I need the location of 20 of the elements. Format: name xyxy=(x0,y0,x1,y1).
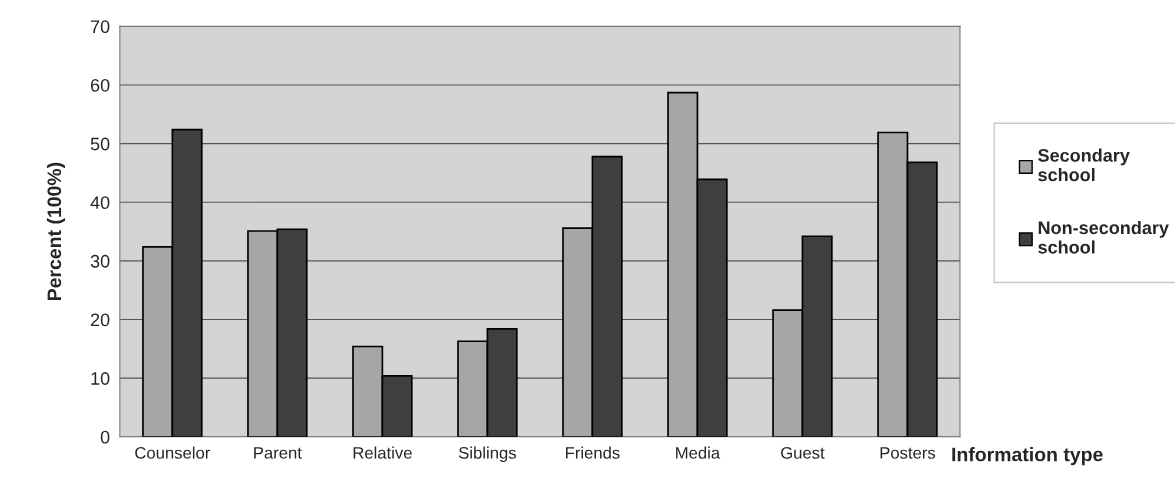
y-tick-label: 70 xyxy=(90,20,110,34)
y-tick-label: 20 xyxy=(90,313,110,327)
x-tick-label: Posters xyxy=(880,447,936,459)
y-tick-label: 30 xyxy=(90,254,110,268)
legend-label: Secondary school xyxy=(1038,148,1130,182)
x-tick-label: Relative xyxy=(353,446,412,459)
legend-label: Non-secondary school xyxy=(1038,220,1169,254)
x-tick-label: Guest xyxy=(781,446,825,459)
y-tick-label: 10 xyxy=(91,372,110,385)
y-tick-label: 40 xyxy=(90,196,110,210)
y-tick-label: 0 xyxy=(100,430,110,444)
x-axis-title: Information type xyxy=(952,447,1103,466)
x-tick-label: Parent xyxy=(254,447,302,459)
x-tick-label: Siblings xyxy=(458,446,516,463)
y-tick-label: 60 xyxy=(90,78,110,92)
x-tick-label: Media xyxy=(676,446,721,459)
y-tick-label: 50 xyxy=(90,137,110,151)
x-tick-label: Counselor xyxy=(135,446,211,459)
y-axis-title: Percent (100%) xyxy=(46,162,66,300)
x-tick-label: Friends xyxy=(566,446,620,459)
